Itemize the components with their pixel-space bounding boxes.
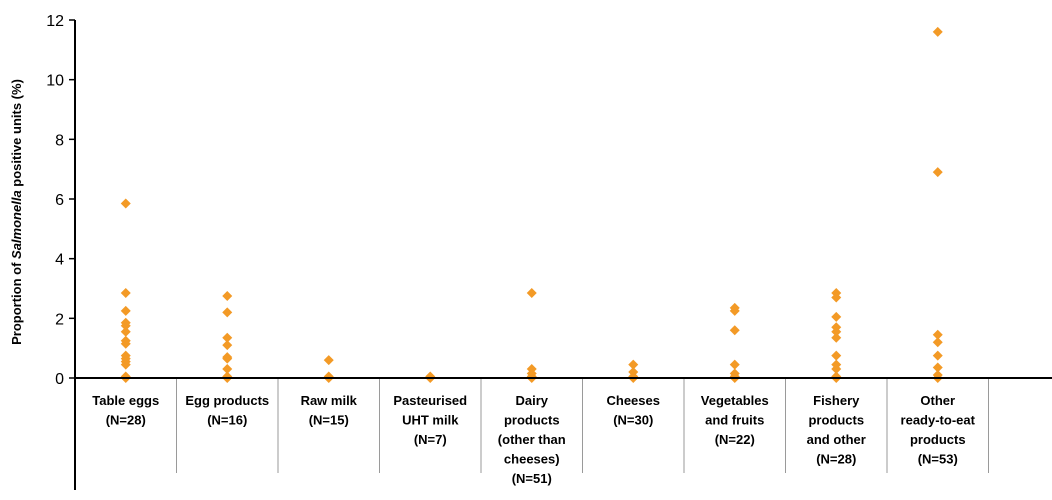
data-point	[831, 332, 842, 343]
data-point	[120, 287, 131, 298]
y-tick-label: 4	[55, 252, 64, 269]
data-point	[932, 26, 943, 37]
y-tick-label: 0	[55, 371, 64, 388]
data-point	[222, 307, 233, 318]
data-point	[222, 340, 233, 351]
y-tick-label: 6	[55, 192, 64, 209]
y-axis: 0 2 4 6 8 10 12	[46, 13, 75, 388]
category-label: Vegetables and fruits (N=22)	[701, 393, 769, 447]
data-point	[831, 350, 842, 361]
category-separators	[176, 378, 989, 473]
data-point	[120, 305, 131, 316]
data-point	[932, 362, 943, 373]
data-point	[222, 353, 233, 364]
category-label: Dairy products (other than cheeses) (N=51)	[498, 393, 566, 486]
y-tick-label: 12	[46, 13, 64, 30]
data-point	[831, 326, 842, 337]
data-point	[831, 292, 842, 303]
category-label: Raw milk (N=15)	[301, 393, 358, 428]
data-point	[323, 355, 334, 366]
data-point	[222, 364, 233, 375]
category-label: Table eggs (N=28)	[92, 393, 159, 428]
category-label: Cheeses (N=30)	[607, 393, 660, 428]
data-point	[120, 326, 131, 337]
data-point	[831, 311, 842, 322]
y-tick-label: 8	[55, 132, 64, 149]
data-point	[932, 337, 943, 348]
category-label: Fishery products and other (N=28)	[807, 393, 866, 467]
category-label: Other ready-to-eat products (N=53)	[901, 393, 976, 467]
category-label: Pasteurised UHT milk (N=7)	[393, 393, 467, 447]
y-axis-label: Proportion of Salmonella positive units …	[9, 79, 24, 345]
data-point	[120, 320, 131, 331]
data-point	[120, 198, 131, 209]
data-point	[831, 364, 842, 375]
category-labels: Table eggs (N=28) Egg products (N=16) Raw mi…	[92, 393, 975, 486]
data-point	[222, 332, 233, 343]
data-points	[120, 26, 943, 383]
data-point	[932, 167, 943, 178]
data-point	[932, 350, 943, 361]
data-point	[729, 325, 740, 336]
data-point	[120, 338, 131, 349]
data-point	[120, 359, 131, 370]
data-point	[729, 359, 740, 370]
data-point	[932, 329, 943, 340]
data-point	[729, 305, 740, 316]
y-tick-label: 2	[55, 311, 64, 328]
data-point	[222, 290, 233, 301]
y-tick-label: 10	[46, 73, 64, 90]
category-label: Egg products (N=16)	[185, 393, 269, 428]
data-point	[628, 359, 639, 370]
data-point	[526, 287, 537, 298]
